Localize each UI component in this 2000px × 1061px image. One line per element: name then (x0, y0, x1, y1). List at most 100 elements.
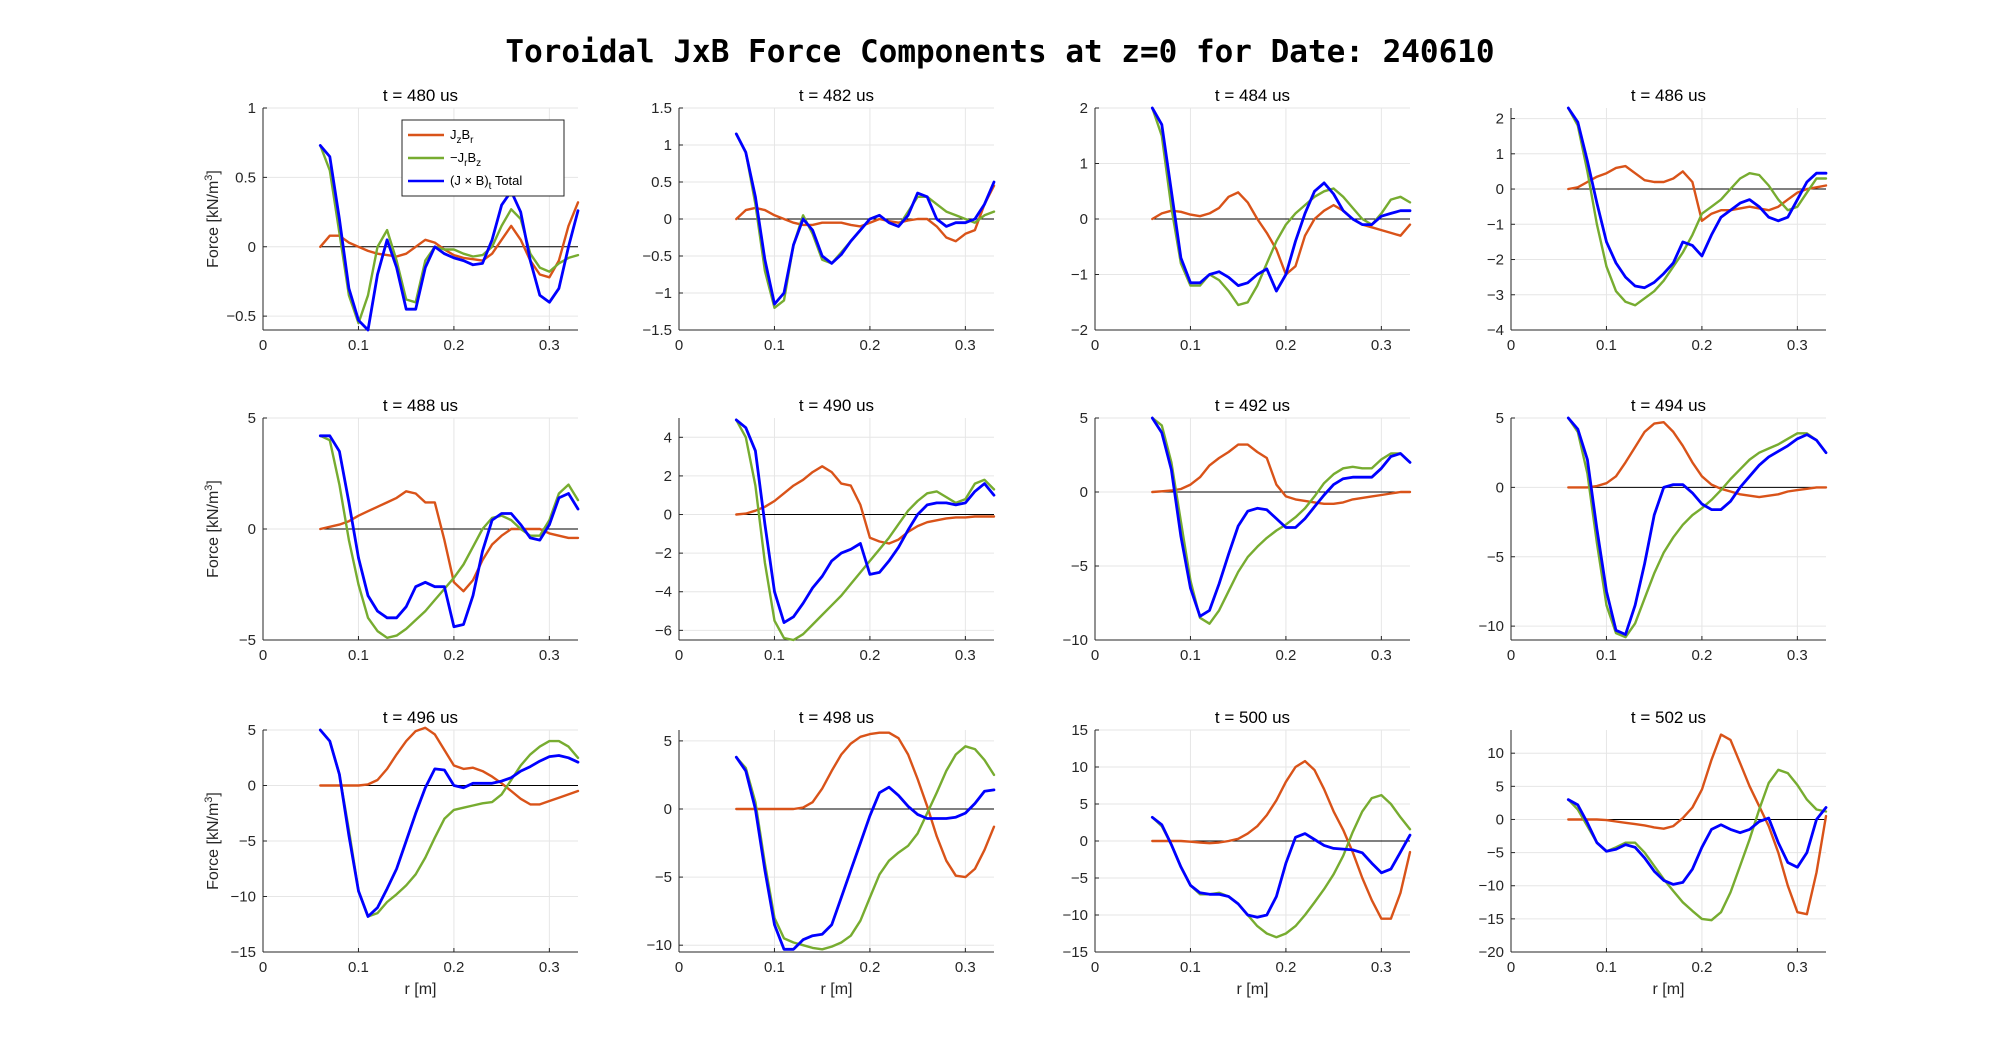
x-tick-label: 0.2 (443, 647, 464, 664)
x-tick-label: 0 (259, 647, 267, 664)
series-line-JrBz (735, 418, 996, 642)
y-tick-label: 1 (1496, 146, 1504, 163)
y-tick-label: −5 (1071, 870, 1088, 887)
y-tick-label: −2 (655, 545, 672, 562)
subplot-6: 0 0.1 0.2 0.3 −6 −4 −2 0 2 4 t = 490 us (655, 396, 996, 664)
x-tick-label: 0.2 (859, 959, 880, 976)
subplot-title: t = 502 us (1631, 708, 1706, 727)
subplot-2: 0 0.1 0.2 0.3 −1.5 −1 −0.5 0 0.5 1 1.5 t = 482 us (642, 86, 996, 354)
y-tick-label: 2 (1496, 111, 1504, 128)
legend-label-total: (J × B)t Total (450, 173, 522, 192)
x-tick-label: 0 (675, 337, 683, 354)
series-line-JzBr (735, 731, 996, 879)
x-axis-label: r [m] (1237, 981, 1269, 998)
series-line-JrBz (1151, 793, 1412, 939)
subplot-title: t = 490 us (799, 396, 874, 415)
x-tick-label: 0.1 (1180, 337, 1201, 354)
x-tick-label: 0.3 (1371, 647, 1392, 664)
y-tick-label: 0 (1080, 833, 1088, 850)
x-tick-label: 0.3 (539, 647, 560, 664)
series-line-JrBz (1567, 768, 1828, 922)
y-tick-label: 0 (1496, 181, 1504, 198)
subplot-3: 0 0.1 0.2 0.3 −2 −1 0 1 2 t = 484 us (1071, 86, 1412, 354)
series-line-total (318, 728, 580, 918)
subplot-title: t = 480 us (383, 86, 458, 105)
x-tick-label: 0.2 (443, 959, 464, 976)
x-tick-label: 0 (1091, 337, 1099, 354)
series-line-total (318, 434, 580, 629)
x-tick-label: 0.3 (955, 647, 976, 664)
x-tick-label: 0.1 (764, 337, 785, 354)
y-tick-label: −4 (655, 584, 672, 601)
subplot-10: 0 0.1 0.2 0.3 −10 −5 0 5 t = 498 us r [m] (647, 708, 996, 998)
x-tick-label: 0.1 (1180, 959, 1201, 976)
legend-label-JzBr: JzBr (450, 127, 474, 146)
y-tick-label: −4 (1487, 322, 1504, 339)
x-tick-label: 0 (1091, 647, 1099, 664)
y-axis-label: Force [kN/m3] (203, 792, 222, 890)
series-line-total (734, 132, 996, 306)
x-tick-label: 0.1 (1596, 959, 1617, 976)
y-tick-label: 0 (1496, 811, 1504, 828)
y-tick-label: 5 (1080, 796, 1088, 813)
subplot-title: t = 494 us (1631, 396, 1706, 415)
x-tick-label: 0.1 (1180, 647, 1201, 664)
y-tick-label: 0 (248, 521, 256, 538)
legend-label-JrBz: −JrBz (450, 150, 481, 169)
y-tick-label: 0 (1080, 484, 1088, 501)
x-tick-label: 0.1 (764, 959, 785, 976)
x-tick-label: 0.2 (1691, 337, 1712, 354)
series-line-JrBz (1151, 106, 1412, 307)
x-tick-label: 0.2 (1691, 647, 1712, 664)
y-axis-label: Force [kN/m3] (203, 480, 222, 578)
series-line-total (318, 144, 580, 332)
y-tick-label: 5 (1496, 778, 1504, 795)
figure-title: Toroidal JxB Force Components at z=0 for… (505, 34, 1494, 70)
y-tick-label: −1.5 (642, 322, 672, 339)
y-tick-label: −1 (1487, 216, 1504, 233)
series-line-total (1566, 798, 1828, 886)
y-tick-label: −10 (647, 937, 672, 954)
x-tick-label: 0.3 (539, 959, 560, 976)
y-tick-label: 0 (1080, 211, 1088, 228)
y-tick-label: 0 (1496, 479, 1504, 496)
x-axis-label: r [m] (405, 981, 437, 998)
series-line-JzBr (1151, 443, 1412, 505)
y-tick-label: −5 (1487, 845, 1504, 862)
subplot-title: t = 484 us (1215, 86, 1290, 105)
subplot-12: 0 0.1 0.2 0.3 −20 −15 −10 −5 0 5 10 t = 502 us r [m] (1479, 708, 1828, 998)
series-line-JrBz (319, 144, 580, 325)
x-tick-label: 0.2 (443, 337, 464, 354)
x-tick-label: 0.1 (348, 647, 369, 664)
subplot-title: t = 496 us (383, 708, 458, 727)
y-tick-label: 0 (664, 507, 672, 524)
y-tick-label: −5 (239, 632, 256, 649)
y-tick-label: 5 (1496, 410, 1504, 427)
series-line-JrBz (1567, 106, 1828, 307)
y-tick-label: 5 (248, 722, 256, 739)
x-tick-label: 0 (259, 959, 267, 976)
subplot-7: 0 0.1 0.2 0.3 −10 −5 0 5 t = 492 us (1063, 396, 1412, 664)
x-tick-label: 0.3 (1787, 337, 1808, 354)
x-tick-label: 0 (1507, 647, 1515, 664)
series-line-JzBr (1151, 759, 1412, 920)
series-line-JzBr (1567, 421, 1828, 499)
x-tick-label: 0 (1091, 959, 1099, 976)
series-line-JzBr (735, 465, 996, 545)
series-line-total (1150, 106, 1412, 293)
y-tick-label: 5 (664, 733, 672, 750)
x-tick-label: 0.2 (1275, 647, 1296, 664)
y-tick-label: −20 (1479, 944, 1504, 961)
x-tick-label: 0 (675, 959, 683, 976)
x-tick-label: 0.3 (1371, 959, 1392, 976)
y-tick-label: −0.5 (642, 248, 672, 265)
x-tick-label: 0.3 (1371, 337, 1392, 354)
subplot-11: 0 0.1 0.2 0.3 −15 −10 −5 0 5 10 15 t = 500 us r [m] (1063, 708, 1412, 998)
x-tick-label: 0.1 (348, 337, 369, 354)
series-line-total (734, 755, 996, 951)
series-line-total (734, 418, 996, 624)
y-tick-label: 4 (664, 429, 672, 446)
